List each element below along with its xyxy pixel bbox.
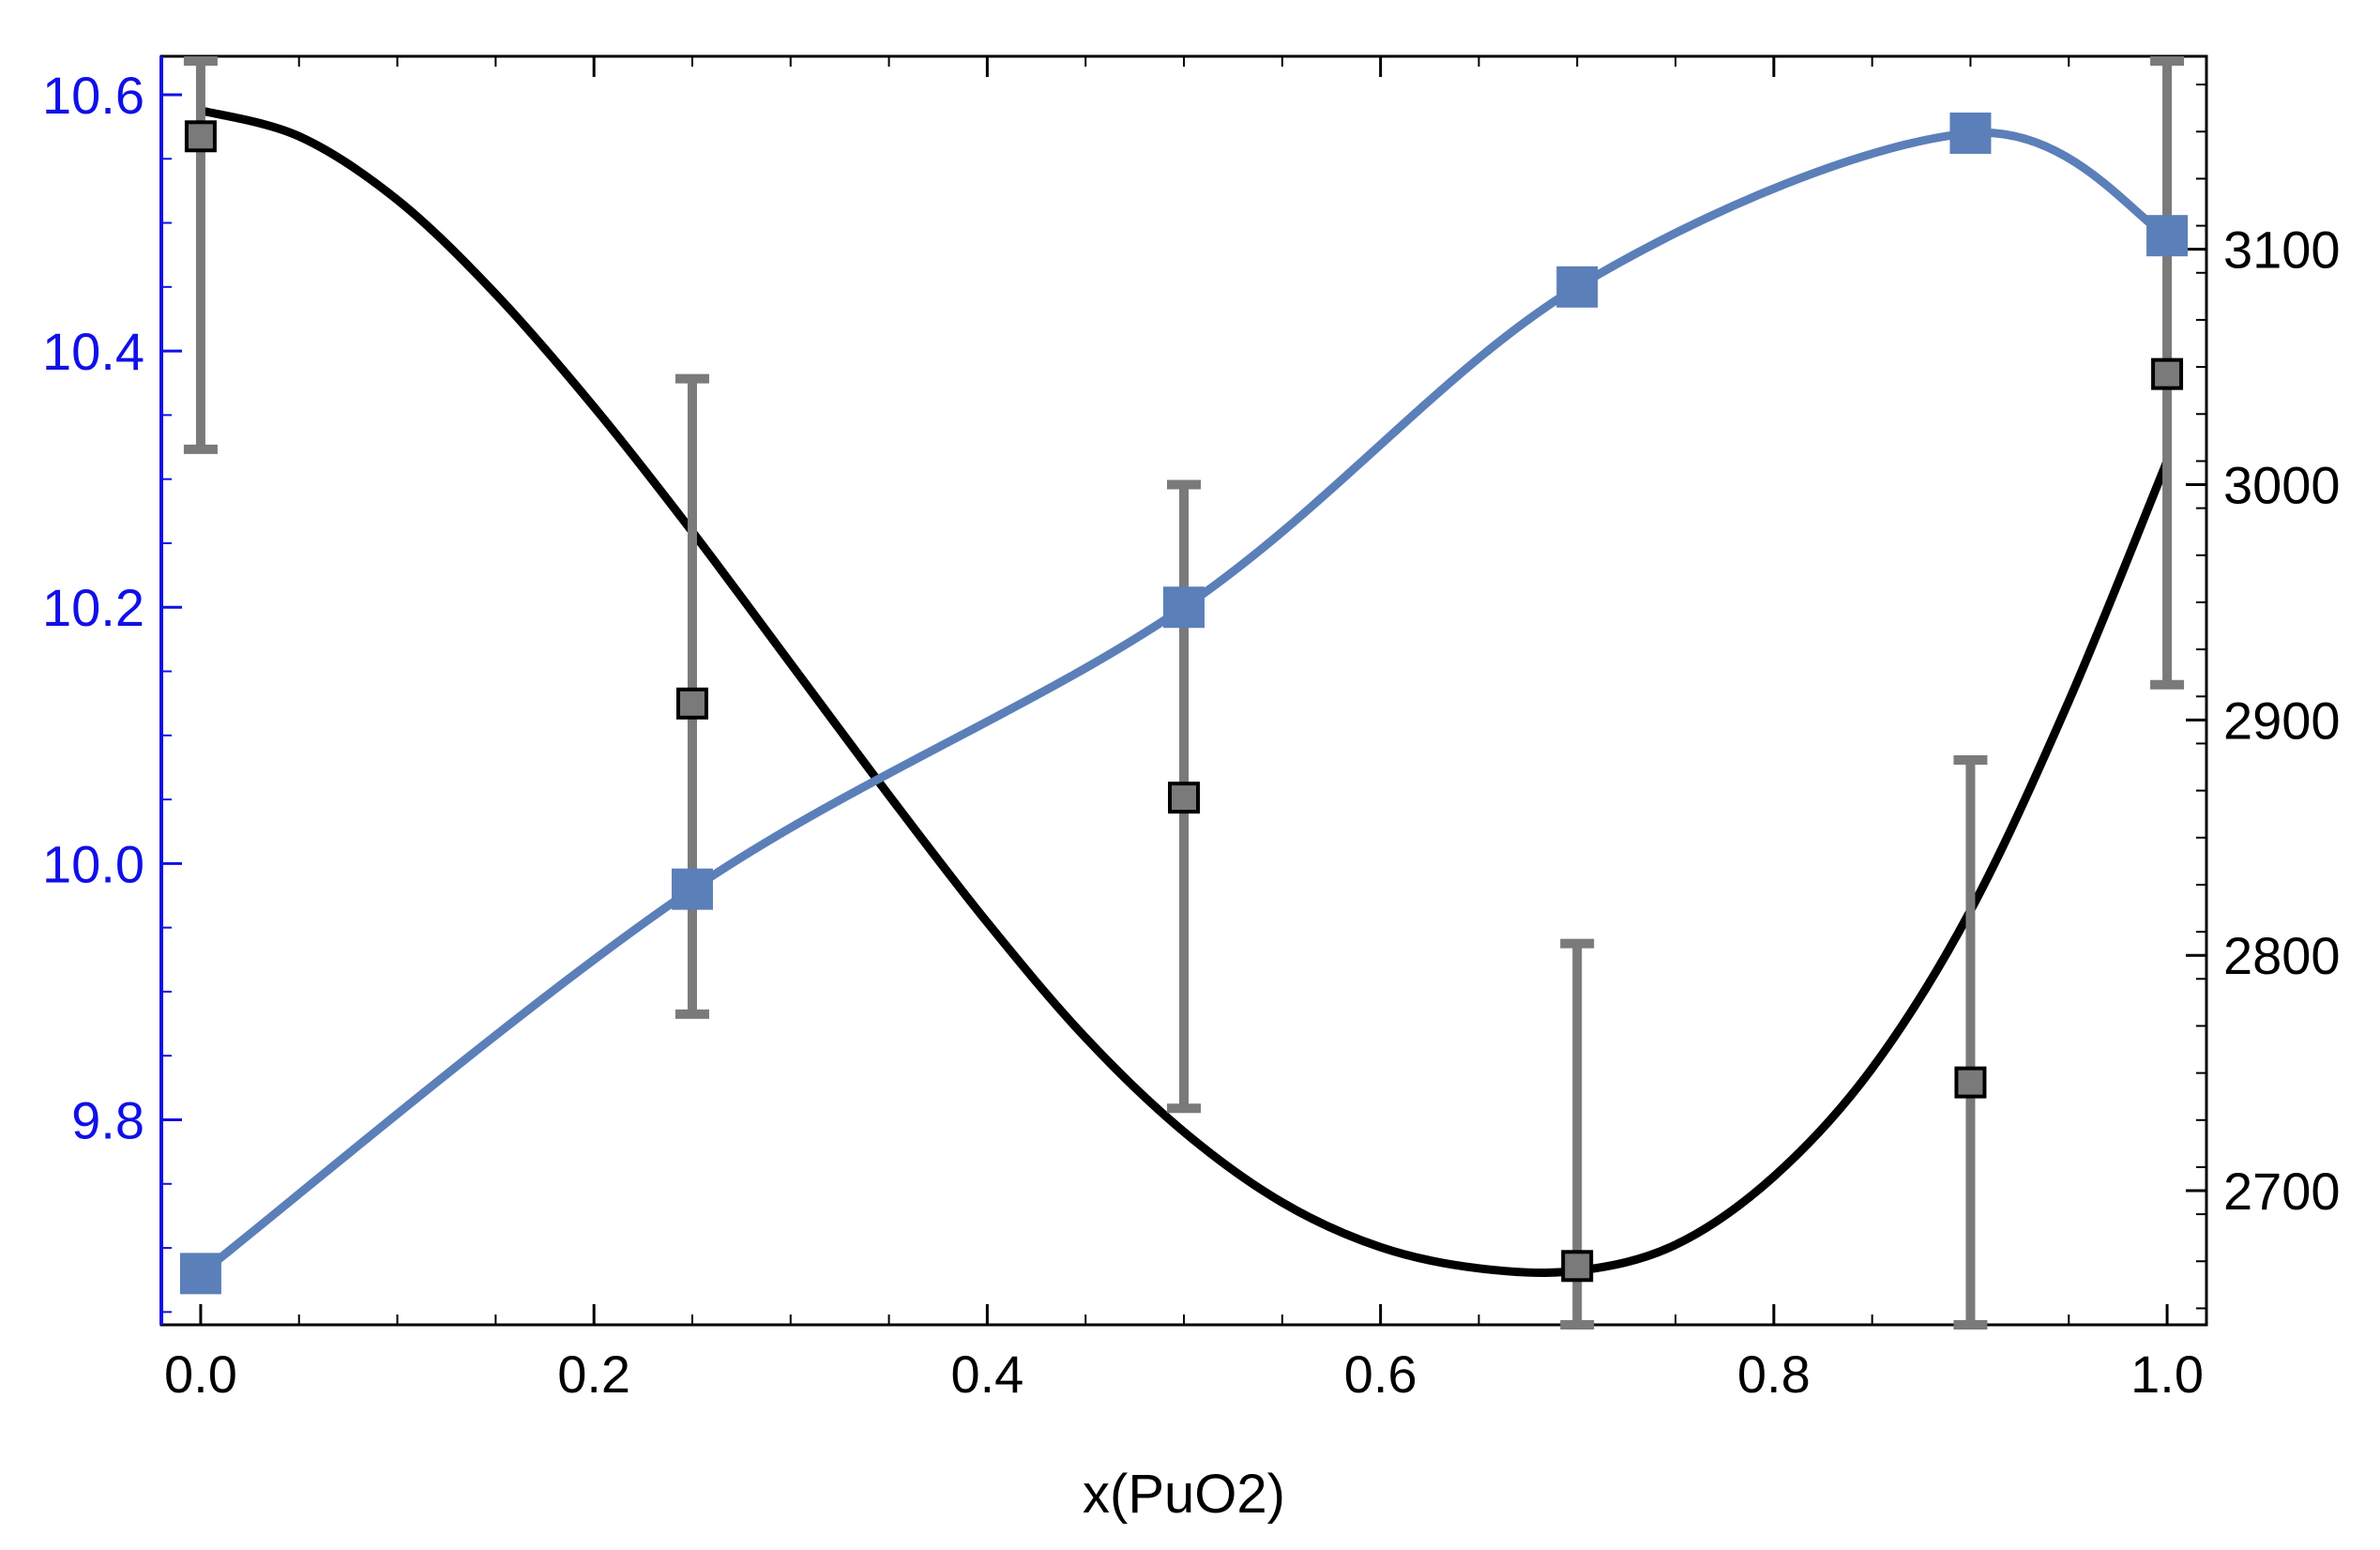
- y-left-tick-label: 9.8: [71, 1090, 144, 1149]
- series-black-curve: [196, 106, 2172, 1277]
- x-tick-label: 0.0: [164, 1345, 237, 1404]
- errorbar-layer: [183, 56, 2185, 1330]
- y-left-tick-label: 10.0: [42, 834, 144, 893]
- blue-data-point: [1163, 586, 1205, 629]
- y-right-tick-label: 2900: [2223, 691, 2341, 750]
- y-left-tick-label: 10.6: [42, 66, 144, 125]
- blue-data-point: [671, 868, 713, 910]
- blue-data-point: [179, 1253, 221, 1295]
- y-right-tick-label: 3100: [2223, 220, 2341, 280]
- grey-data-point: [1954, 1066, 1987, 1099]
- blue-marker-layer: [179, 112, 2189, 1295]
- black-curve-layer: [196, 106, 2172, 1277]
- y-right-tick-label: 3000: [2223, 456, 2341, 515]
- y-right-tick-label: 2800: [2223, 926, 2341, 985]
- grey-data-point: [1561, 1250, 1594, 1283]
- x-tick-label: 0.6: [1344, 1345, 1417, 1404]
- blue-data-point: [1949, 112, 1992, 154]
- x-tick-label: 0.4: [950, 1345, 1023, 1404]
- blue-data-point: [1556, 266, 1599, 308]
- grey-data-point: [2151, 357, 2184, 390]
- x-tick-label: 0.8: [1737, 1345, 1811, 1404]
- grey-data-point: [1168, 782, 1200, 814]
- labels-layer: 0.0 0.2 0.4 0.6 0.8 1.0 9.8 10.0 10.2 10.4 10.6 270…: [42, 66, 2341, 1404]
- x-axis-title: x(PuO2): [1083, 1464, 1285, 1525]
- grey-data-point: [184, 120, 217, 153]
- y-right-tick-label: 2700: [2223, 1162, 2341, 1221]
- y-left-tick-label: 10.4: [42, 322, 144, 381]
- x-tick-label: 1.0: [2130, 1345, 2204, 1404]
- y-left-tick-label: 10.2: [42, 578, 144, 637]
- x-tick-label: 0.2: [557, 1345, 630, 1404]
- grey-data-point: [675, 687, 708, 720]
- blue-data-point: [2146, 215, 2189, 257]
